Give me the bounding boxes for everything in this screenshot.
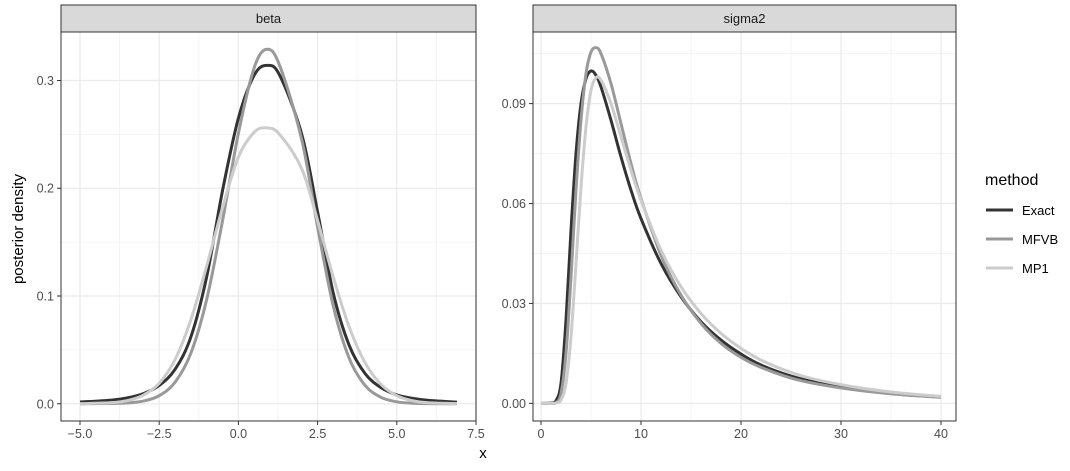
panel-background [61, 32, 476, 421]
x-tick-label: 0 [538, 427, 545, 441]
series-line-exact [540, 69, 942, 405]
x-tick-label: 20 [734, 427, 748, 441]
x-tick-label: −2.5 [147, 427, 172, 441]
x-tick-label: 10 [634, 427, 648, 441]
y-tick-label: 0.3 [37, 74, 54, 88]
strip-beta: beta [60, 4, 477, 33]
panel-background [533, 32, 956, 421]
x-tick-label: 40 [934, 427, 948, 441]
x-axis-title: x [479, 445, 487, 462]
strip-label: sigma2 [724, 11, 766, 26]
legend: method Exact MFVB MP1 [985, 172, 1058, 276]
y-tick-label: 0.2 [37, 182, 54, 196]
strip-sigma2: sigma2 [532, 4, 957, 33]
y-tick-label: 0.0 [37, 397, 54, 411]
y-axis-beta: 0.0 0.1 0.2 0.3 [37, 74, 61, 411]
x-tick-label: 7.5 [467, 427, 484, 441]
strip-background [532, 4, 957, 33]
legend-label: Exact [1022, 203, 1055, 218]
x-axis-beta: −5.0 −2.5 0.0 2.5 5.0 7.5 [68, 421, 485, 441]
x-tick-label: 5.0 [388, 427, 405, 441]
legend-title: method [985, 172, 1038, 189]
series-line-mfvb [540, 46, 942, 406]
x-axis-sigma2: 0 10 20 30 40 [538, 421, 948, 441]
legend-entry-mp1: MP1 [986, 261, 1049, 276]
x-tick-label: 2.5 [309, 427, 326, 441]
legend-label: MP1 [1022, 261, 1049, 276]
y-tick-label: 0.1 [37, 290, 54, 304]
x-tick-label: 30 [834, 427, 848, 441]
series-lines [79, 47, 458, 406]
series-line-mp1 [79, 126, 458, 406]
minor-gridlines [533, 32, 956, 421]
legend-entry-mfvb: MFVB [986, 232, 1058, 247]
y-axis-sigma2: 0.00 0.03 0.06 0.09 [502, 97, 533, 411]
x-tick-label: −5.0 [68, 427, 93, 441]
legend-entry-exact: Exact [986, 203, 1055, 218]
y-tick-label: 0.09 [502, 97, 526, 111]
y-tick-label: 0.00 [502, 397, 526, 411]
panel-sigma2: sigma2 0 10 20 30 40 0.00 0.03 0.06 0.09 [502, 4, 957, 441]
strip-label: beta [256, 11, 282, 26]
panel-beta: beta −5.0 −2.5 0.0 2.5 5.0 7.5 0.0 0.1 0.2 0.3 [37, 4, 485, 441]
x-tick-label: 0.0 [230, 427, 247, 441]
y-tick-label: 0.03 [502, 297, 526, 311]
minor-gridlines [61, 32, 476, 421]
y-tick-label: 0.06 [502, 197, 526, 211]
series-line-mp1 [540, 75, 942, 405]
y-axis-title: posterior density [10, 173, 27, 284]
series-line-mfvb [79, 47, 457, 406]
strip-background [60, 4, 477, 33]
series-lines [540, 46, 942, 406]
legend-label: MFVB [1022, 232, 1058, 247]
